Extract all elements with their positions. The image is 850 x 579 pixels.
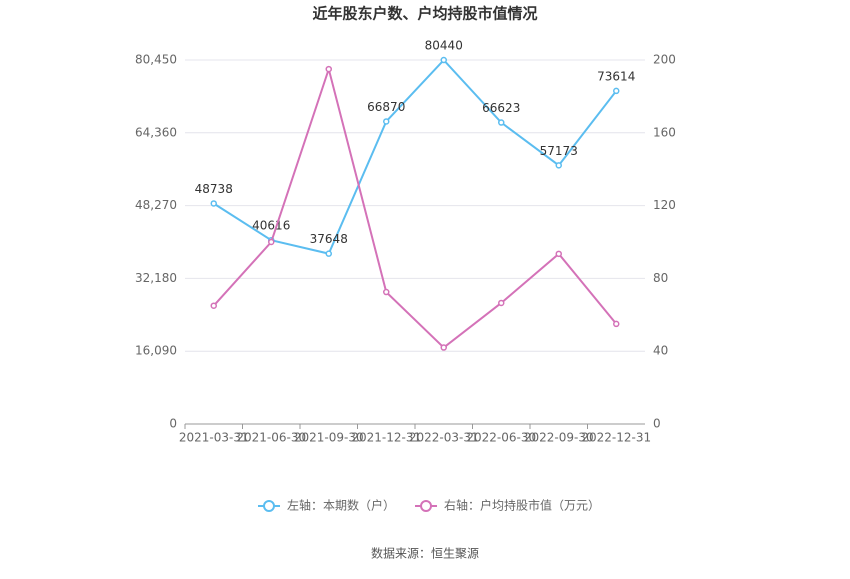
- point: [440, 56, 447, 64]
- x-tick-label: 2021-06-30: [236, 431, 306, 445]
- x-tick-label: 2022-12-31: [581, 431, 651, 445]
- point: [383, 288, 390, 296]
- y-tick-label: 16,090: [135, 344, 177, 358]
- value-label: 66623: [482, 101, 520, 115]
- value-label: 37648: [310, 232, 348, 246]
- x-tick-label: 2022-09-30: [524, 431, 594, 445]
- source: 数据来源：恒生聚源: [371, 546, 479, 561]
- point: [383, 118, 390, 125]
- point: [325, 65, 332, 73]
- point: [210, 200, 217, 207]
- value-label: 73614: [597, 69, 635, 83]
- legend-label: 左轴：本期数（户）: [287, 498, 395, 513]
- y2-tick-label: 40: [653, 344, 668, 358]
- y-tick-label: 80,450: [135, 53, 177, 67]
- value-label: 57173: [540, 144, 578, 158]
- point: [440, 344, 447, 351]
- value-label: 40616: [252, 219, 290, 233]
- y-tick-label: 32,180: [135, 271, 177, 285]
- chart-title: 近年股东户数、户均持股市值情况: [312, 5, 537, 23]
- series-line: [213, 65, 618, 349]
- y2-tick-label: 200: [653, 53, 676, 67]
- legend-item[interactable]: 右轴：户均持股市值（万元）: [415, 498, 600, 513]
- legend-label: 右轴：户均持股市值（万元）: [444, 498, 600, 513]
- x-tick-label: 2021-09-30: [294, 431, 364, 445]
- point: [498, 119, 505, 126]
- point: [613, 320, 620, 328]
- y-tick-label: 48,270: [135, 198, 177, 212]
- point: [555, 162, 562, 169]
- legend-marker: [263, 500, 275, 512]
- x-tick-label: 2021-12-31: [351, 431, 421, 445]
- point: [498, 299, 505, 307]
- value-label: 80440: [425, 39, 463, 53]
- y2-tick-label: 80: [653, 271, 668, 285]
- legend-item[interactable]: 左轴：本期数（户）: [258, 498, 395, 513]
- point: [325, 250, 332, 257]
- y2-tick-label: 120: [653, 198, 676, 212]
- value-label: 66870: [367, 100, 405, 114]
- x-tick-label: 2022-06-30: [466, 431, 536, 445]
- point: [268, 238, 275, 246]
- series-line: [213, 58, 618, 255]
- point: [210, 302, 217, 309]
- value-label: 48738: [195, 182, 233, 196]
- x-tick-label: 2022-03-31: [409, 431, 479, 445]
- y2-tick-label: 160: [653, 125, 676, 139]
- y-tick-label: 0: [169, 417, 177, 431]
- y2-tick-label: 0: [653, 417, 661, 431]
- point: [555, 250, 562, 258]
- x-tick-label: 2021-03-31: [179, 431, 249, 445]
- y-tick-label: 64,360: [135, 125, 177, 139]
- point: [613, 87, 620, 95]
- legend-marker: [420, 500, 433, 512]
